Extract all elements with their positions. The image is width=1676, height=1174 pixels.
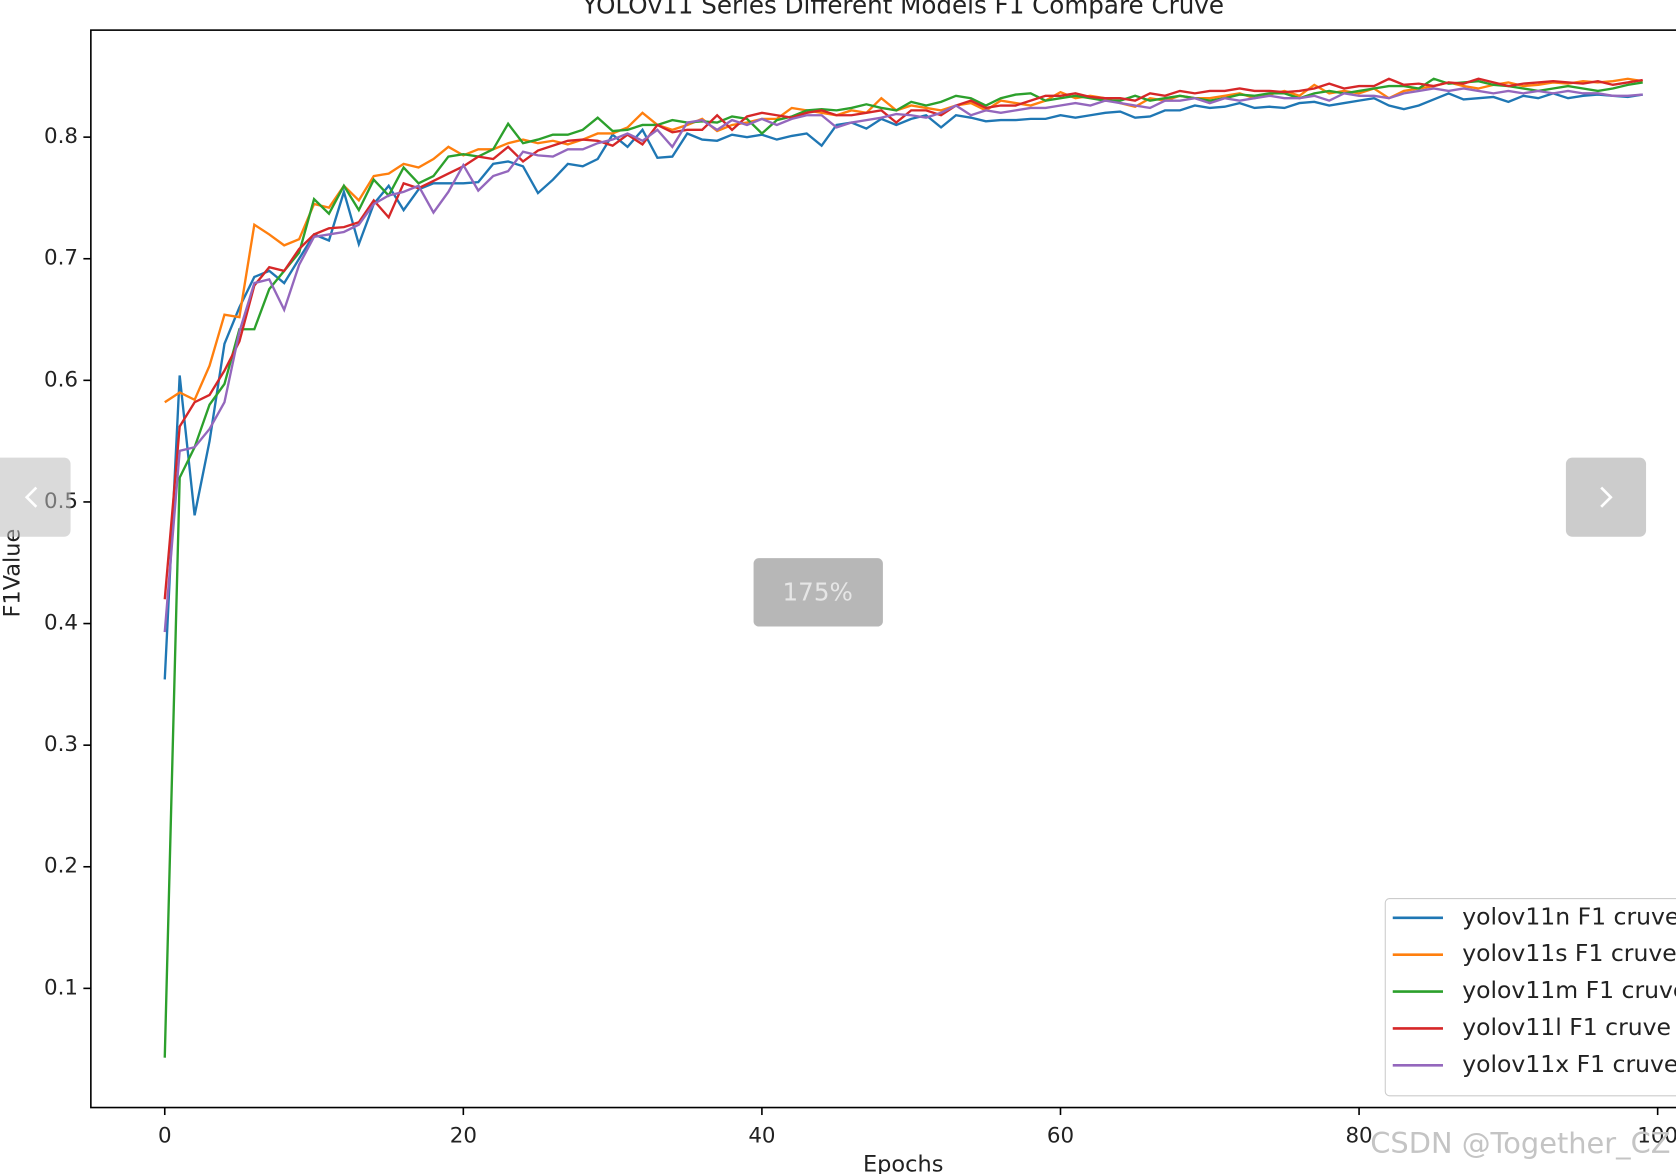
- prev-button[interactable]: [0, 457, 71, 537]
- zoom-badge: [753, 558, 883, 627]
- x-axis-label: Epochs: [863, 1152, 943, 1174]
- prev-icon: [24, 486, 38, 508]
- x-tick-label: 100: [1637, 1123, 1676, 1148]
- x-tick-label: 0: [158, 1123, 172, 1148]
- y-tick-label: 0.7: [44, 246, 78, 271]
- legend-label: yolov11m F1 cruve: [1462, 976, 1676, 1004]
- y-tick-label: 0.6: [44, 367, 78, 392]
- series-line: [163, 77, 1643, 1058]
- viewer-overlay: 175% CSDN @Together_CZ: [0, 457, 1670, 1160]
- legend: yolov11n F1 cruve yolov11s F1 cruve yolov1…: [1384, 898, 1676, 1097]
- y-tick-label: 0.2: [44, 854, 78, 879]
- x-tick-label: 20: [450, 1123, 477, 1148]
- legend-label: yolov11n F1 cruve: [1462, 902, 1676, 930]
- y-tick-label: 0.1: [44, 975, 78, 1000]
- legend-label: yolov11x F1 cruve: [1462, 1050, 1676, 1078]
- series-line: [163, 92, 1643, 680]
- series-line: [163, 77, 1643, 600]
- y-tick-label: 0.8: [44, 124, 78, 149]
- chart-title: YOLOv11 Series Different Models F1 Compa…: [581, 0, 1224, 20]
- y-axis-label: F1Value: [0, 529, 25, 618]
- y-tick-label: 0.3: [44, 732, 78, 757]
- x-tick-label: 60: [1047, 1123, 1074, 1148]
- x-tick-label: 40: [748, 1123, 775, 1148]
- watermark: CSDN @Together_CZ: [1370, 1126, 1670, 1160]
- next-icon: [1600, 486, 1613, 508]
- next-button[interactable]: [1565, 457, 1647, 537]
- legend-label: yolov11s F1 cruve: [1462, 939, 1676, 967]
- x-tick-label: 80: [1345, 1123, 1372, 1148]
- axes-frame: [90, 29, 1676, 1109]
- plot: 0204060801000.10.20.30.40.50.60.70.8yolo…: [44, 29, 1676, 1148]
- y-tick-label: 0.4: [44, 611, 78, 636]
- legend-box: [1384, 898, 1676, 1097]
- series-line: [163, 87, 1643, 633]
- legend-label: yolov11l F1 cruve: [1462, 1013, 1671, 1041]
- zoom-label: 175%: [783, 577, 853, 606]
